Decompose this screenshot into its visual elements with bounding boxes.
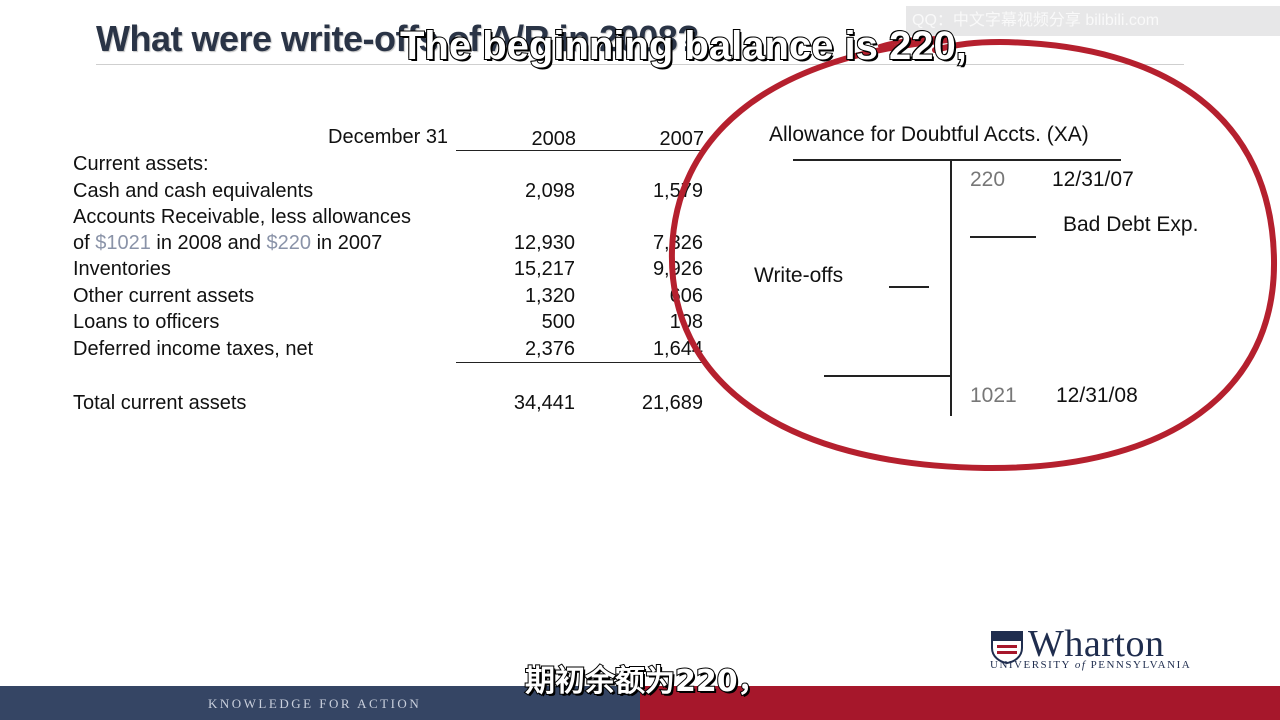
title-divider [96,64,1184,65]
write-offs-label: Write-offs [754,264,844,287]
logo-sub-pre: UNIVERSITY [990,659,1075,671]
row-value-2007: 9,926 [652,258,703,280]
total-value-2007: 21,689 [641,392,703,414]
row-value-2008: 1,320 [524,285,575,307]
total-value-2008: 34,441 [513,392,575,414]
row-label: Other current assets [73,285,255,307]
allowance-2008-amount: $1021 [95,232,151,254]
row-label: Cash and cash equivalents [73,180,314,202]
row-value-2008: 2,098 [524,180,575,202]
row-label-line2: of $1021 in 2008 and $220 in 2007 [73,232,382,255]
ending-balance-date: 12/31/08 [1056,384,1138,407]
slide-title: What were write-offs of A/R in 2008? [96,18,699,59]
label-pre: of [73,232,96,254]
t-account-center-line [950,160,952,416]
row-value-2008: 12,930 [513,232,575,254]
beginning-balance-date: 12/31/07 [1052,168,1134,191]
beginning-balance-amount: 220 [970,168,1006,191]
watermark: QQ：中文字幕视频分享 bilibili.com [906,6,1280,36]
section-heading: Current assets: [73,153,209,175]
allowance-2007-amount: $220 [266,232,312,254]
footer-tagline: KNOWLEDGE FOR ACTION [208,696,422,711]
label-mid: in 2008 and [150,232,267,254]
t-account-bottom-rule [824,375,952,377]
write-offs-blank [889,286,929,288]
row-label: Deferred income taxes, net [73,338,314,360]
row-value-2007: 1,579 [652,180,703,202]
total-label: Total current assets [73,392,247,414]
footer-bar-blue [0,686,640,720]
row-value-2008: 500 [541,311,575,333]
row-value-2007: 7,326 [652,232,703,254]
row-label: Inventories [73,258,171,280]
bad-debt-blank [970,236,1036,238]
logo-sub-post: PENNSYLVANIA [1086,659,1192,671]
subtotal-underline [456,362,704,363]
header-underline [456,150,704,151]
row-value-2008: 2,376 [524,338,575,360]
penn-shield-icon [991,631,1023,664]
footer-bar-red [640,686,1280,720]
bad-debt-label: Bad Debt Exp. [1063,213,1199,236]
row-value-2008: 15,217 [513,258,575,280]
subtitle-chinese: 期初余额为220， [524,663,769,700]
label-post: in 2007 [311,232,383,254]
row-label: Accounts Receivable, less allowances [73,206,411,228]
t-account-title: Allowance for Doubtful Accts. (XA) [769,123,1089,146]
ending-balance-amount: 1021 [970,384,1017,407]
logo-sub-of: of [1074,659,1087,671]
wharton-logo-name: Wharton [1028,623,1165,665]
row-label: Loans to officers [73,311,220,333]
bs-header-2008: 2008 [531,128,577,150]
wharton-logo-subtitle: UNIVERSITY of PENNSYLVANIA [990,659,1191,671]
bs-header-label: December 31 [328,126,449,148]
t-account-top-rule [793,159,1121,161]
bs-header-2007: 2007 [659,128,705,150]
subtitle-english: The beginning balance is 220, [399,23,968,69]
